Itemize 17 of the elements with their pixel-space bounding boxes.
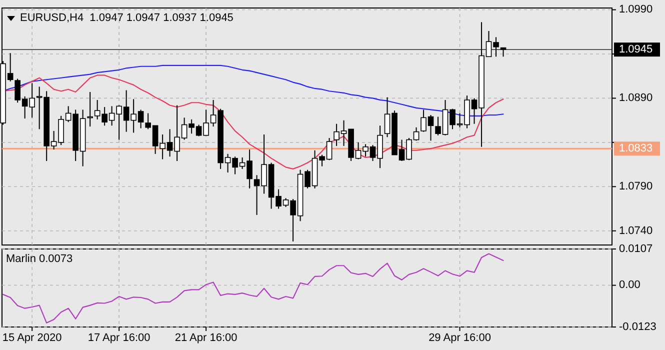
y-tick-label: 0.00 — [619, 279, 640, 292]
candlestick — [87, 92, 93, 127]
x-tick-label: 21 Apr 16:00 — [174, 332, 238, 344]
y-tick-label: 0.0107 — [619, 242, 653, 255]
y-tick-label: 1.0990 — [619, 4, 653, 16]
x-tick-label: 15 Apr 2020 — [2, 332, 62, 344]
y-tick-label: -0.0123 — [619, 320, 656, 333]
y-tick-label: 1.0890 — [619, 92, 653, 104]
x-tick-label: 17 Apr 16:00 — [88, 332, 150, 344]
ref-line-label: 1.0945 — [619, 43, 653, 56]
y-tick-label: 1.0790 — [619, 180, 653, 193]
ref-line-label: 1.0833 — [619, 142, 653, 155]
chart-title: Marlin 0.0073 — [6, 253, 73, 265]
line-series — [2, 253, 504, 324]
chart-title: EURUSD,H4 1.0947 1.0947 1.0937 1.0945 — [20, 12, 234, 24]
x-tick-label: 29 Apr 16:00 — [428, 332, 491, 344]
y-tick-label: 1.0740 — [619, 224, 653, 237]
